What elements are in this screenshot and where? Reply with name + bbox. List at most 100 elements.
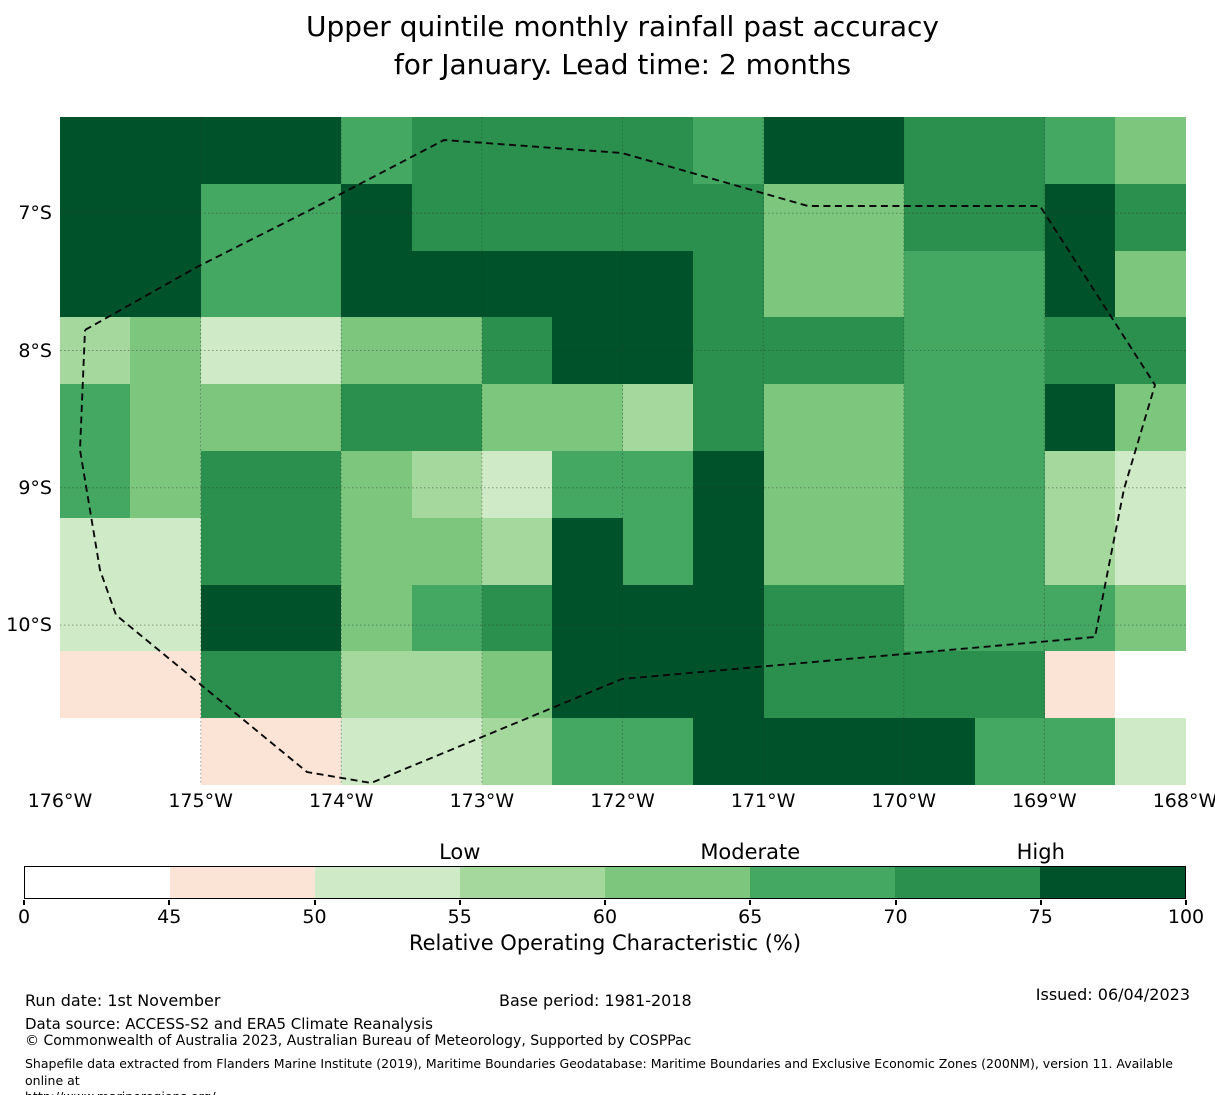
heatmap-cell bbox=[482, 250, 554, 319]
heatmap-cell bbox=[974, 584, 1046, 653]
heatmap-cell bbox=[271, 384, 343, 452]
heatmap-cell bbox=[60, 718, 132, 785]
colorbar-segment-60-65 bbox=[605, 867, 750, 898]
heatmap-cell bbox=[904, 451, 976, 519]
colorbar-segment-65-70 bbox=[750, 867, 895, 898]
heatmap-cell bbox=[271, 517, 343, 586]
chart-title: Upper quintile monthly rainfall past acc… bbox=[60, 8, 1185, 84]
heatmap-cell bbox=[904, 183, 976, 252]
y-tick-label: 10°S bbox=[6, 614, 52, 637]
colorbar-tick-value: 65 bbox=[738, 906, 763, 928]
heatmap-cell bbox=[60, 384, 132, 452]
heatmap-cell bbox=[552, 384, 624, 452]
heatmap-cell bbox=[763, 183, 835, 252]
heatmap-cell bbox=[622, 584, 695, 653]
heatmap-cell bbox=[693, 117, 765, 185]
heatmap-cell bbox=[763, 651, 835, 720]
heatmap-cell bbox=[130, 384, 202, 452]
colorbar-segment-70-75 bbox=[895, 867, 1040, 898]
colorbar-tick-value: 50 bbox=[302, 906, 327, 928]
heatmap-cell bbox=[1044, 584, 1117, 653]
heatmap-cell bbox=[833, 451, 906, 519]
y-tick-label: 7°S bbox=[18, 202, 52, 225]
heatmap-cell bbox=[1044, 517, 1117, 586]
heatmap-cell bbox=[130, 517, 202, 586]
heatmap-cell bbox=[552, 451, 624, 519]
heatmap-cell bbox=[271, 250, 343, 319]
heatmap-cell bbox=[552, 718, 624, 785]
heatmap-cell bbox=[693, 384, 765, 452]
heatmap-cell bbox=[411, 584, 484, 653]
heatmap-cell bbox=[411, 718, 484, 785]
x-tick-label: 176°W bbox=[27, 790, 93, 812]
shapefile-line2: http://www.marineregions.org/. bbox=[25, 1089, 1195, 1095]
heatmap-cell bbox=[1115, 718, 1186, 785]
x-tick-label: 174°W bbox=[308, 790, 374, 812]
heatmap-cell bbox=[341, 250, 413, 319]
heatmap-cell bbox=[1044, 651, 1117, 720]
heatmap-cell bbox=[974, 384, 1046, 452]
heatmap-cell bbox=[974, 117, 1046, 185]
heatmap-grid bbox=[60, 117, 1186, 785]
colorbar-tick-value: 70 bbox=[883, 906, 908, 928]
heatmap-cell bbox=[341, 451, 413, 519]
heatmap-cell bbox=[1115, 584, 1186, 653]
heatmap-cell bbox=[622, 517, 695, 586]
heatmap-cell bbox=[763, 250, 835, 319]
heatmap-cell bbox=[482, 517, 554, 586]
heatmap-cell bbox=[1044, 384, 1117, 452]
y-tick-label: 8°S bbox=[18, 339, 52, 362]
heatmap-cell bbox=[271, 451, 343, 519]
heatmap-cell bbox=[130, 718, 202, 785]
heatmap-cell bbox=[693, 718, 765, 785]
heatmap-cell bbox=[341, 183, 413, 252]
colorbar-segment-50-55 bbox=[315, 867, 460, 898]
heatmap-cell bbox=[130, 117, 202, 185]
heatmap-cell bbox=[130, 317, 202, 386]
heatmap-cell bbox=[693, 183, 765, 252]
heatmap-cell bbox=[341, 317, 413, 386]
heatmap-cell bbox=[411, 117, 484, 185]
heatmap-cell bbox=[904, 651, 976, 720]
heatmap-cell bbox=[763, 718, 835, 785]
heatmap-cell bbox=[271, 117, 343, 185]
heatmap-cell bbox=[1044, 718, 1117, 785]
heatmap-cell bbox=[60, 250, 132, 319]
chart-title-line2: for January. Lead time: 2 months bbox=[393, 48, 852, 81]
heatmap-cell bbox=[482, 651, 554, 720]
colorbar-tick-value: 100 bbox=[1167, 906, 1205, 928]
heatmap-cell bbox=[200, 651, 273, 720]
heatmap-cell bbox=[130, 651, 202, 720]
heatmap-cell bbox=[200, 584, 273, 653]
heatmap-cell bbox=[482, 384, 554, 452]
heatmap-cell bbox=[1115, 183, 1186, 252]
heatmap-cell bbox=[552, 317, 624, 386]
colorbar-tick-value: 55 bbox=[447, 906, 472, 928]
base-period-text: Base period: 1981-2018 bbox=[499, 991, 692, 1010]
colorbar bbox=[24, 866, 1186, 899]
heatmap-cell bbox=[622, 718, 695, 785]
heatmap-cell bbox=[622, 384, 695, 452]
shapefile-attribution-text: Shapefile data extracted from Flanders M… bbox=[25, 1056, 1195, 1095]
shapefile-line1: Shapefile data extracted from Flanders M… bbox=[25, 1056, 1173, 1088]
heatmap-cell bbox=[60, 584, 132, 653]
heatmap-cell bbox=[693, 451, 765, 519]
heatmap-cell bbox=[1115, 117, 1186, 185]
heatmap-cell bbox=[763, 451, 835, 519]
colorbar-tick bbox=[894, 900, 897, 905]
heatmap-cell bbox=[1115, 317, 1186, 386]
heatmap-cell bbox=[482, 117, 554, 185]
heatmap-cell bbox=[482, 718, 554, 785]
heatmap-cell bbox=[693, 651, 765, 720]
heatmap-cell bbox=[552, 250, 624, 319]
heatmap-cell bbox=[693, 517, 765, 586]
heatmap-cell bbox=[482, 451, 554, 519]
heatmap-cell bbox=[411, 384, 484, 452]
heatmap-cell bbox=[200, 183, 273, 252]
x-tick-label: 171°W bbox=[730, 790, 796, 812]
heatmap-cell bbox=[974, 451, 1046, 519]
heatmap-cell bbox=[693, 584, 765, 653]
run-date-text: Run date: 1st November bbox=[25, 991, 221, 1010]
heatmap-cell bbox=[1115, 250, 1186, 319]
